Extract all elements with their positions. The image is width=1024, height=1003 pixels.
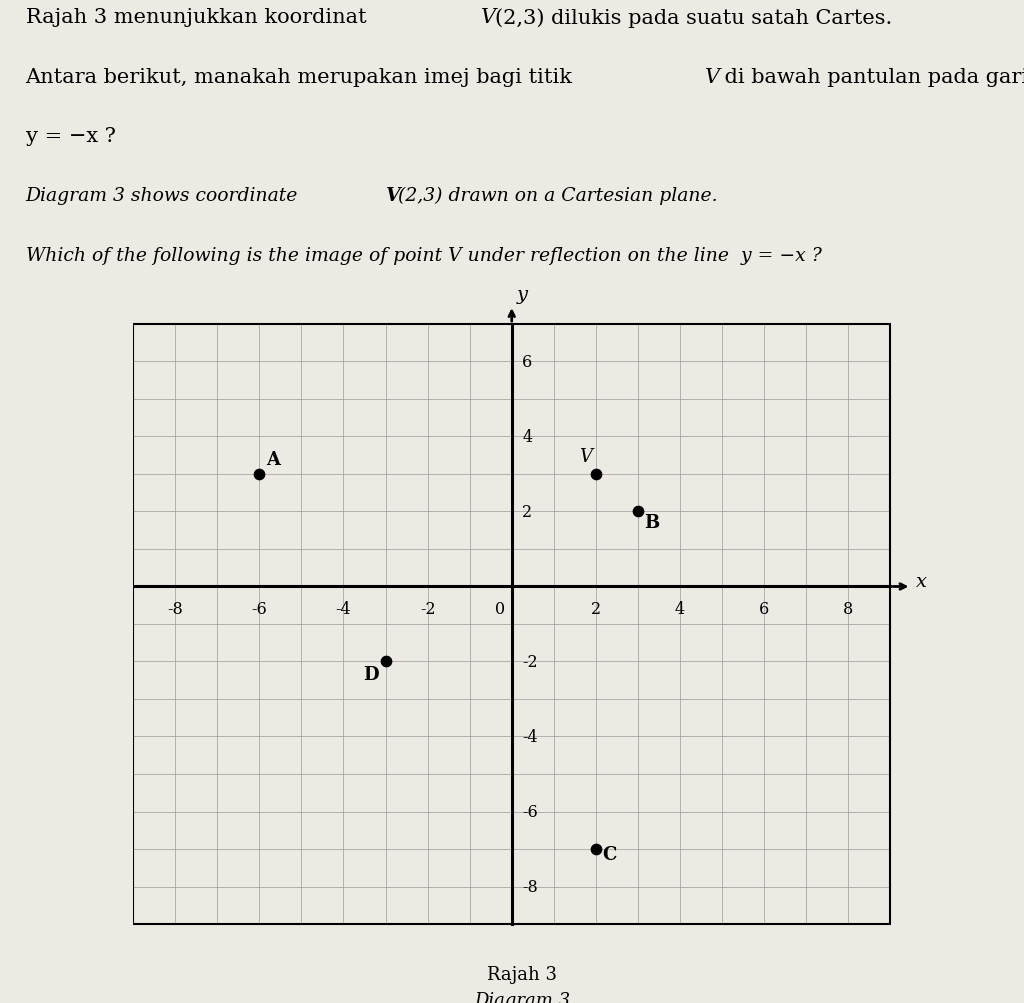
Text: V: V <box>386 187 400 205</box>
Text: di bawah pantulan pada garis: di bawah pantulan pada garis <box>718 67 1024 86</box>
Text: y = −x ?: y = −x ? <box>26 127 116 146</box>
Text: -4: -4 <box>336 600 351 617</box>
Text: -8: -8 <box>522 879 538 895</box>
Text: Rajah 3: Rajah 3 <box>487 965 557 983</box>
Text: -4: -4 <box>522 728 538 745</box>
Text: y: y <box>517 286 527 304</box>
Text: B: B <box>644 514 659 532</box>
Text: -6: -6 <box>522 803 538 820</box>
Text: Antara berikut, manakah merupakan imej bagi titik: Antara berikut, manakah merupakan imej b… <box>26 67 580 86</box>
Text: 4: 4 <box>522 428 532 445</box>
Text: -2: -2 <box>522 653 538 670</box>
Point <box>588 842 604 858</box>
Point <box>630 504 646 520</box>
Text: Diagram 3 shows coordinate: Diagram 3 shows coordinate <box>26 187 304 205</box>
Text: D: D <box>364 666 379 684</box>
Text: V: V <box>705 67 720 86</box>
Text: 6: 6 <box>522 354 532 370</box>
Text: 8: 8 <box>843 600 853 617</box>
Text: -2: -2 <box>420 600 435 617</box>
Text: 2: 2 <box>522 504 532 521</box>
Text: V: V <box>579 447 592 465</box>
Point <box>588 466 604 482</box>
Text: 0: 0 <box>496 600 506 617</box>
Point <box>251 466 267 482</box>
Text: (2,3) dilukis pada suatu satah Cartes.: (2,3) dilukis pada suatu satah Cartes. <box>495 8 892 28</box>
Text: 6: 6 <box>759 600 769 617</box>
Text: Which of the following is the image of point V under reflection on the line  y =: Which of the following is the image of p… <box>26 247 821 265</box>
Text: -8: -8 <box>167 600 183 617</box>
Text: A: A <box>265 451 280 468</box>
Text: V: V <box>481 8 497 27</box>
Text: 4: 4 <box>675 600 685 617</box>
Text: x: x <box>915 573 927 591</box>
Text: Diagram 3: Diagram 3 <box>474 991 570 1003</box>
Text: (2,3) drawn on a Cartesian plane.: (2,3) drawn on a Cartesian plane. <box>398 187 718 205</box>
Text: C: C <box>602 846 616 864</box>
Text: Rajah 3 menunjukkan koordinat: Rajah 3 menunjukkan koordinat <box>26 8 373 27</box>
Point <box>377 654 393 670</box>
Text: 2: 2 <box>591 600 601 617</box>
Text: -6: -6 <box>252 600 267 617</box>
